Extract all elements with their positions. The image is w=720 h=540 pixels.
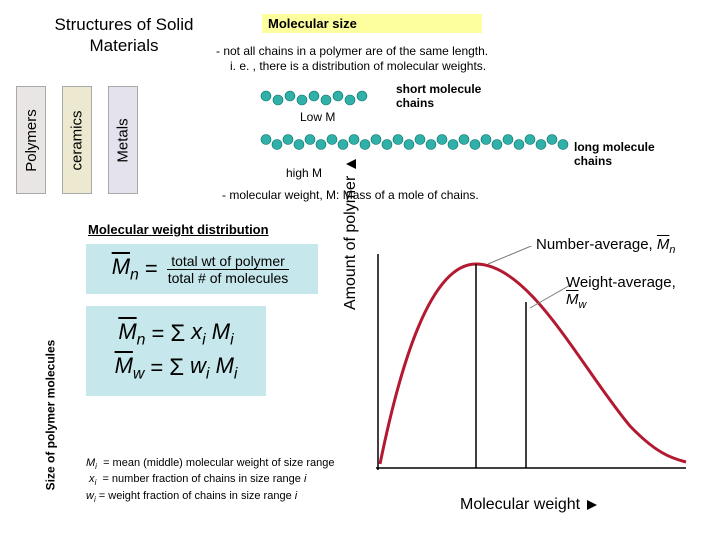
size-vertical-label-text: Size of polymer molecules bbox=[43, 340, 57, 491]
x-axis-label: Molecular weight bbox=[460, 496, 599, 514]
def-Mi: Mi = mean (middle) molecular weight of s… bbox=[86, 456, 334, 472]
def-xi: xi = number fraction of chains in size r… bbox=[86, 472, 334, 488]
formula-mn-sigma: Mn = Σ xi Mi bbox=[118, 319, 233, 349]
bullet-line-1: - not all chains in a polymer are of the… bbox=[216, 44, 488, 59]
mwd-title: Molecular weight distribution bbox=[88, 222, 269, 237]
long-molecule-label-2: chains bbox=[574, 154, 655, 168]
long-chain-icon bbox=[260, 134, 570, 156]
bar-metals-label: Metals bbox=[115, 118, 132, 162]
bar-polymers-label: Polymers bbox=[23, 109, 40, 172]
bar-metals: Metals bbox=[108, 86, 138, 194]
y-axis-text: Amount of polymer bbox=[342, 176, 359, 310]
size-vertical-label: Size of polymer molecules bbox=[40, 310, 60, 520]
arrow-up-icon bbox=[344, 157, 358, 171]
distribution-chart: Amount of polymer Molecular weight Numbe… bbox=[340, 240, 700, 520]
weight-average-text: Weight-average, bbox=[566, 274, 676, 291]
short-molecule-label-2: chains bbox=[396, 96, 481, 110]
formula1-numerator: total wt of polymer bbox=[167, 253, 289, 270]
bullet-distribution: - not all chains in a polymer are of the… bbox=[216, 44, 488, 74]
y-axis-label: Amount of polymer bbox=[342, 157, 360, 310]
short-molecule-label-1: short molecule bbox=[396, 82, 481, 96]
bar-ceramics: ceramics bbox=[62, 86, 92, 194]
weight-average-label: Weight-average, Mw bbox=[566, 274, 700, 311]
def-wi: wi = weight fraction of chains in size r… bbox=[86, 489, 334, 505]
low-m-label: Low M bbox=[300, 110, 335, 124]
long-molecule-label-1: long molecule bbox=[574, 140, 655, 154]
long-molecule-label: long molecule chains bbox=[574, 140, 655, 169]
bar-ceramics-label: ceramics bbox=[69, 110, 86, 170]
molecular-size-heading: Molecular size bbox=[262, 14, 482, 33]
formula-sigma: Mn = Σ xi Mi Mw = Σ wi Mi bbox=[86, 306, 266, 396]
number-average-label: Number-average, Mn bbox=[536, 236, 675, 256]
page-title: Structures of Solid Materials bbox=[44, 14, 204, 57]
short-molecule-label: short molecule chains bbox=[396, 82, 481, 111]
high-m-label: high M bbox=[286, 166, 322, 180]
material-bars: Polymers ceramics Metals bbox=[16, 86, 138, 194]
bar-polymers: Polymers bbox=[16, 86, 46, 194]
formula-mn-words: Mn = total wt of polymer total # of mole… bbox=[86, 244, 318, 294]
short-chain-icon bbox=[260, 90, 380, 106]
formula1-denominator: total # of molecules bbox=[164, 270, 293, 286]
arrow-right-icon bbox=[585, 498, 599, 512]
bullet-line-2: i. e. , there is a distribution of molec… bbox=[216, 59, 488, 74]
number-average-text: Number-average, bbox=[536, 236, 653, 253]
x-axis-text: Molecular weight bbox=[460, 496, 580, 513]
formula-mw-sigma: Mw = Σ wi Mi bbox=[115, 353, 238, 383]
definitions: Mi = mean (middle) molecular weight of s… bbox=[86, 456, 334, 505]
